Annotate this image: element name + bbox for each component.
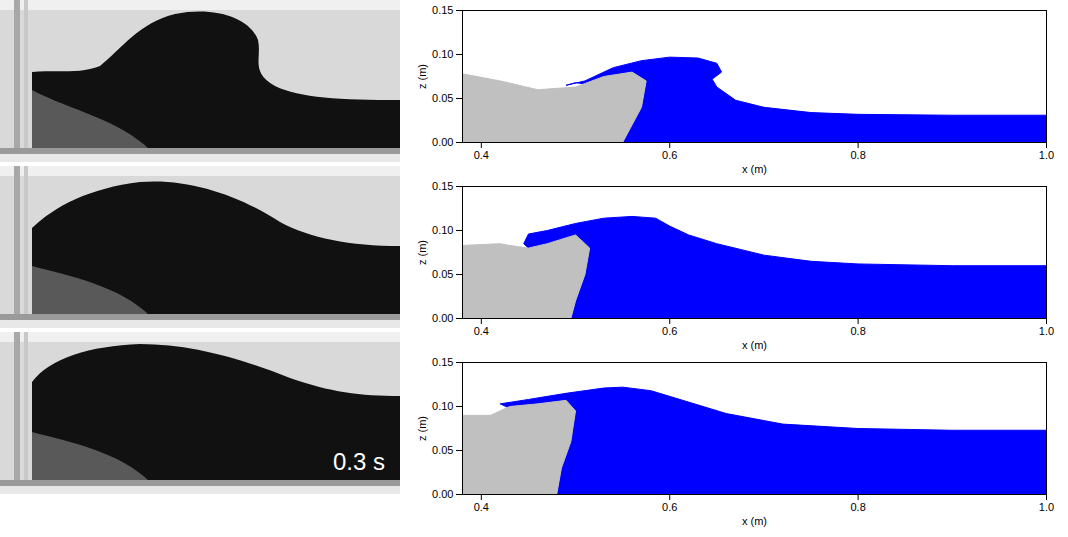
- svg-text:z (m): z (m): [416, 416, 428, 441]
- svg-text:0.8: 0.8: [850, 501, 865, 513]
- svg-text:0.4: 0.4: [474, 325, 489, 337]
- svg-text:x (m): x (m): [742, 163, 767, 175]
- svg-text:0.00: 0.00: [432, 136, 453, 148]
- svg-text:0.4: 0.4: [474, 149, 489, 161]
- svg-text:1.0: 1.0: [1039, 501, 1054, 513]
- svg-text:1.0: 1.0: [1039, 149, 1054, 161]
- svg-text:z (m): z (m): [416, 64, 428, 89]
- svg-text:x (m): x (m): [742, 339, 767, 351]
- svg-text:0.10: 0.10: [432, 224, 453, 236]
- svg-text:0.6: 0.6: [662, 325, 677, 337]
- svg-text:0.15: 0.15: [432, 180, 453, 192]
- svg-text:0.10: 0.10: [432, 400, 453, 412]
- svg-text:0.00: 0.00: [432, 488, 453, 500]
- svg-text:0.05: 0.05: [432, 268, 453, 280]
- svg-text:0.4: 0.4: [474, 501, 489, 513]
- svg-text:0.6: 0.6: [662, 149, 677, 161]
- svg-text:0.8: 0.8: [850, 149, 865, 161]
- svg-text:0.05: 0.05: [432, 444, 453, 456]
- svg-text:0.3 s: 0.3 s: [333, 448, 385, 475]
- svg-text:z (m): z (m): [416, 240, 428, 265]
- svg-text:0.00: 0.00: [432, 312, 453, 324]
- svg-text:0.6: 0.6: [662, 501, 677, 513]
- svg-text:0.8: 0.8: [850, 325, 865, 337]
- svg-text:x (m): x (m): [742, 515, 767, 527]
- svg-text:1.0: 1.0: [1039, 325, 1054, 337]
- svg-text:0.05: 0.05: [432, 92, 453, 104]
- svg-text:0.15: 0.15: [432, 356, 453, 368]
- svg-text:0.10: 0.10: [432, 48, 453, 60]
- svg-text:0.15: 0.15: [432, 4, 453, 16]
